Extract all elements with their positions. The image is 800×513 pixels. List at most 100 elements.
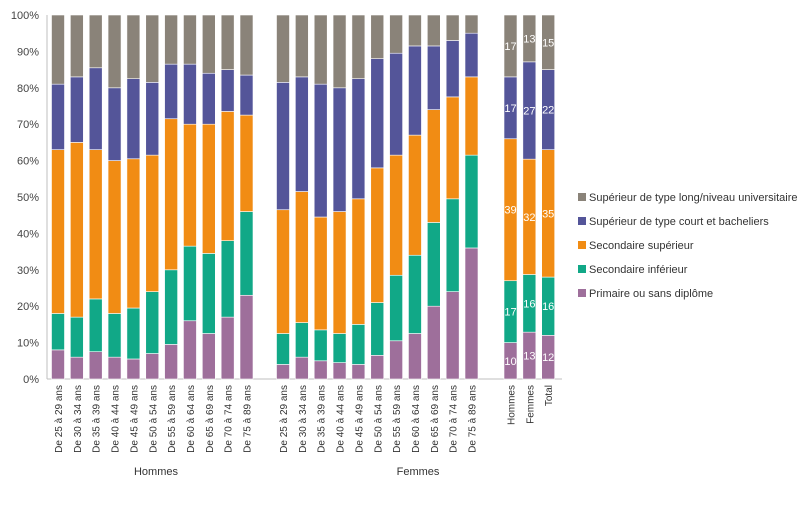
- bar-segment: [126, 158, 141, 309]
- bar-segment: [408, 254, 422, 334]
- legend-label: Supérieur de type court et bacheliers: [589, 216, 769, 228]
- bar-segment: [313, 14, 328, 85]
- bar-segment: [202, 253, 216, 334]
- bar-segment: [541, 14, 556, 70]
- x-tick-label: De 30 à 34 ans: [73, 385, 84, 453]
- bar-segment: [445, 40, 460, 98]
- bar-segment: [351, 364, 366, 380]
- x-tick-label: De 50 à 54 ans: [373, 385, 384, 453]
- value-label: 16: [542, 301, 554, 313]
- bar-segment: [313, 83, 328, 218]
- value-label: 17: [504, 307, 516, 319]
- x-tick-label: De 40 à 44 ans: [336, 385, 347, 453]
- bar-segment: [276, 14, 290, 83]
- y-tick-label: 50%: [17, 192, 39, 204]
- bar-segment: [183, 320, 197, 380]
- bar-segment: [389, 154, 403, 276]
- bar-segment: [351, 78, 366, 200]
- value-label: 39: [504, 205, 516, 217]
- bar-segment: [408, 333, 422, 380]
- y-tick-label: 0%: [23, 374, 39, 386]
- bar-segment: [389, 340, 403, 380]
- bar-segment: [351, 324, 366, 365]
- legend-swatch: [578, 193, 586, 201]
- bar-segment: [88, 149, 103, 300]
- bar-segment: [51, 149, 65, 314]
- bar-segment: [426, 109, 441, 223]
- bar-segment: [107, 356, 122, 380]
- y-tick-label: 20%: [17, 301, 39, 313]
- bar-segment: [183, 14, 197, 65]
- group-label: Hommes: [134, 466, 179, 478]
- bar-segment: [370, 14, 385, 59]
- value-label: 16: [523, 298, 535, 310]
- bar-segment: [332, 362, 347, 380]
- bar-segment: [202, 333, 216, 380]
- bar-segment: [145, 14, 160, 83]
- x-tick-label: De 30 à 34 ans: [298, 385, 309, 453]
- bar-segment: [332, 14, 347, 89]
- value-label: 17: [504, 103, 516, 115]
- x-tick-label: De 70 à 74 ans: [449, 385, 460, 453]
- bar-segment: [351, 14, 366, 80]
- bar-segment: [51, 349, 65, 380]
- bar-segment: [295, 191, 309, 323]
- bar-segment: [426, 14, 441, 47]
- value-label: 35: [542, 208, 554, 220]
- bar-segment: [445, 96, 460, 200]
- value-label: 22: [542, 105, 554, 117]
- bar-segment: [389, 274, 403, 342]
- x-tick-label: De 25 à 29 ans: [54, 385, 65, 453]
- bar-segment: [126, 358, 141, 380]
- bar-segment: [220, 69, 235, 112]
- bar-segment: [107, 87, 122, 161]
- bar-segment: [332, 333, 347, 363]
- x-tick-label: De 45 à 49 ans: [129, 385, 140, 453]
- legend-label: Secondaire supérieur: [589, 240, 694, 252]
- x-tick-label: De 35 à 39 ans: [92, 385, 103, 453]
- bar-segment: [370, 58, 385, 169]
- bar-segment: [88, 298, 103, 353]
- value-label: 15: [542, 37, 554, 49]
- bar-segment: [107, 14, 122, 89]
- x-tick-label: De 50 à 54 ans: [148, 385, 159, 453]
- bar-segment: [464, 247, 479, 380]
- bar-segment: [408, 14, 422, 47]
- value-label: 13: [523, 351, 535, 363]
- x-tick-label: De 75 à 89 ans: [468, 385, 479, 453]
- bar-segment: [351, 198, 366, 325]
- bar-segment: [164, 14, 178, 65]
- bar-segment: [164, 344, 178, 380]
- bar-segment: [202, 123, 216, 254]
- bar-segment: [503, 14, 518, 78]
- bar-segment: [51, 313, 65, 351]
- x-tick-label: De 40 à 44 ans: [111, 385, 122, 453]
- bar-segment: [145, 353, 160, 380]
- y-tick-label: 60%: [17, 156, 39, 168]
- bar-segment: [426, 45, 441, 110]
- bar-segment: [88, 67, 103, 150]
- bar-segment: [522, 14, 537, 63]
- x-tick-label: Total: [544, 385, 555, 406]
- bar-segment: [295, 76, 309, 192]
- bar-segment: [295, 14, 309, 78]
- bar-segment: [239, 14, 254, 76]
- x-tick-label: De 60 à 64 ans: [186, 385, 197, 453]
- bar-segment: [107, 160, 122, 314]
- bar-segment: [313, 329, 328, 362]
- bar-segment: [370, 355, 385, 380]
- y-tick-label: 30%: [17, 265, 39, 277]
- bar-segment: [183, 123, 197, 247]
- y-tick-label: 10%: [17, 338, 39, 350]
- x-tick-label: De 35 à 39 ans: [317, 385, 328, 453]
- bar-segment: [332, 211, 347, 334]
- bar-segment: [445, 291, 460, 380]
- bar-segment: [70, 142, 84, 318]
- legend-label: Supérieur de type long/niveau universita…: [589, 192, 798, 204]
- value-label: 13: [523, 33, 535, 45]
- value-label: 32: [523, 212, 535, 224]
- bar-segment: [276, 333, 290, 365]
- bar-segment: [51, 83, 65, 150]
- bar-segment: [126, 307, 141, 360]
